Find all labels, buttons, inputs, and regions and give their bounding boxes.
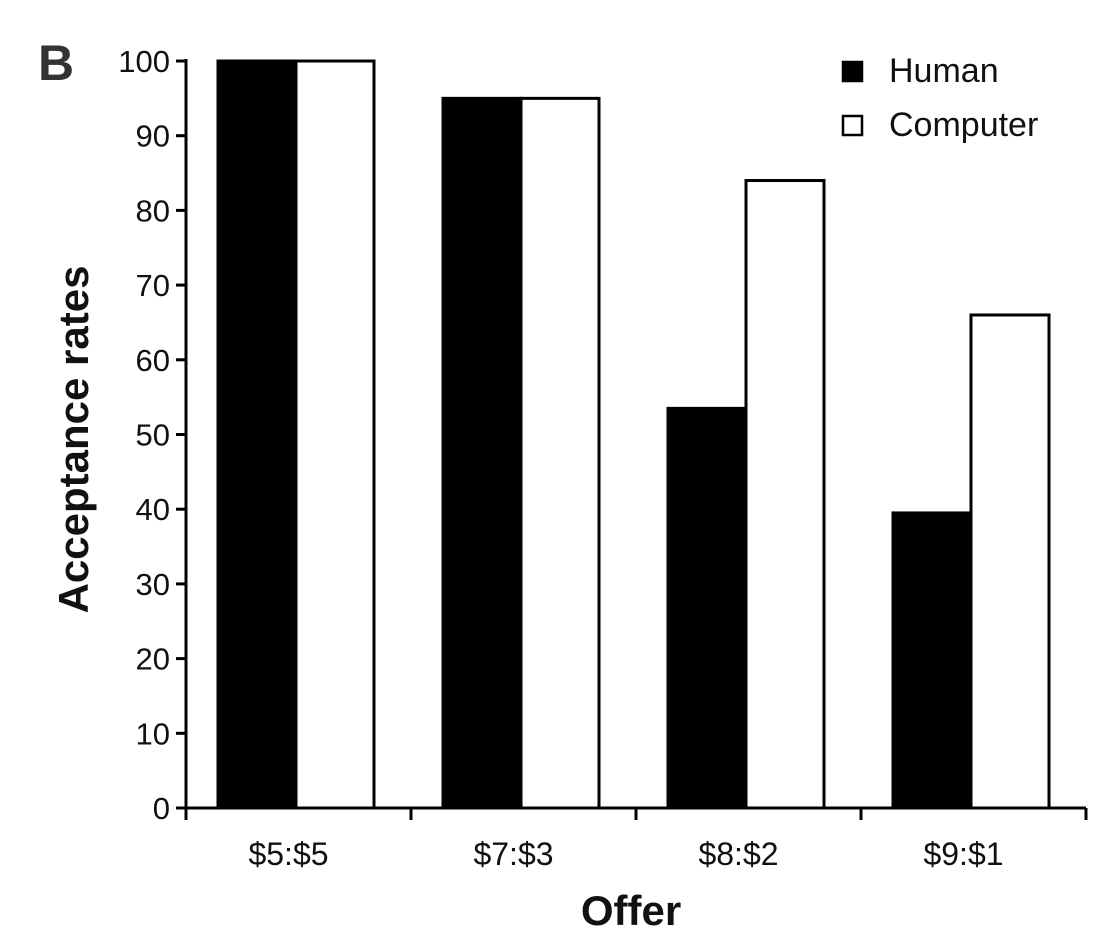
y-tick-label: 100 bbox=[118, 44, 170, 79]
labels-layer: 0 10 20 30 40 50 60 70 80 90 100 $5:$5 $7:$3 $8:$2 $9:… bbox=[50, 44, 1004, 934]
legend-swatch-computer bbox=[841, 114, 864, 137]
bar-human-3 bbox=[666, 406, 748, 810]
y-tick-label: 50 bbox=[136, 418, 170, 453]
legend-swatch-human bbox=[841, 60, 864, 83]
y-tick-label: 0 bbox=[153, 791, 170, 826]
bars-layer bbox=[216, 59, 1051, 810]
y-tick-label: 40 bbox=[136, 492, 170, 527]
y-tick-label: 30 bbox=[136, 567, 170, 602]
bar-computer-1 bbox=[294, 59, 376, 810]
bar-computer-2 bbox=[519, 96, 601, 810]
legend-label-human: Human bbox=[889, 52, 999, 90]
y-tick-label: 80 bbox=[136, 193, 170, 228]
panel-label: B bbox=[38, 35, 74, 91]
legend: Human Computer bbox=[841, 52, 1038, 144]
bar-computer-4 bbox=[969, 313, 1051, 810]
bar-human-2 bbox=[441, 96, 523, 810]
axes-layer bbox=[176, 59, 1088, 820]
x-category-label: $7:$3 bbox=[473, 836, 553, 872]
y-tick-label: 70 bbox=[136, 268, 170, 303]
bar-computer-3 bbox=[744, 179, 826, 810]
bar-human-1 bbox=[216, 59, 298, 810]
y-axis-title: Acceptance rates bbox=[50, 266, 97, 614]
x-axis-title: Offer bbox=[581, 887, 681, 934]
y-tick-label: 90 bbox=[136, 119, 170, 154]
x-category-label: $5:$5 bbox=[248, 836, 328, 872]
x-category-label: $8:$2 bbox=[698, 836, 778, 872]
y-tick-label: 10 bbox=[136, 716, 170, 751]
y-tick-label: 60 bbox=[136, 343, 170, 378]
legend-label-computer: Computer bbox=[889, 106, 1038, 144]
x-category-label: $9:$1 bbox=[923, 836, 1003, 872]
bar-human-4 bbox=[891, 511, 973, 810]
y-tick-label: 20 bbox=[136, 642, 170, 677]
